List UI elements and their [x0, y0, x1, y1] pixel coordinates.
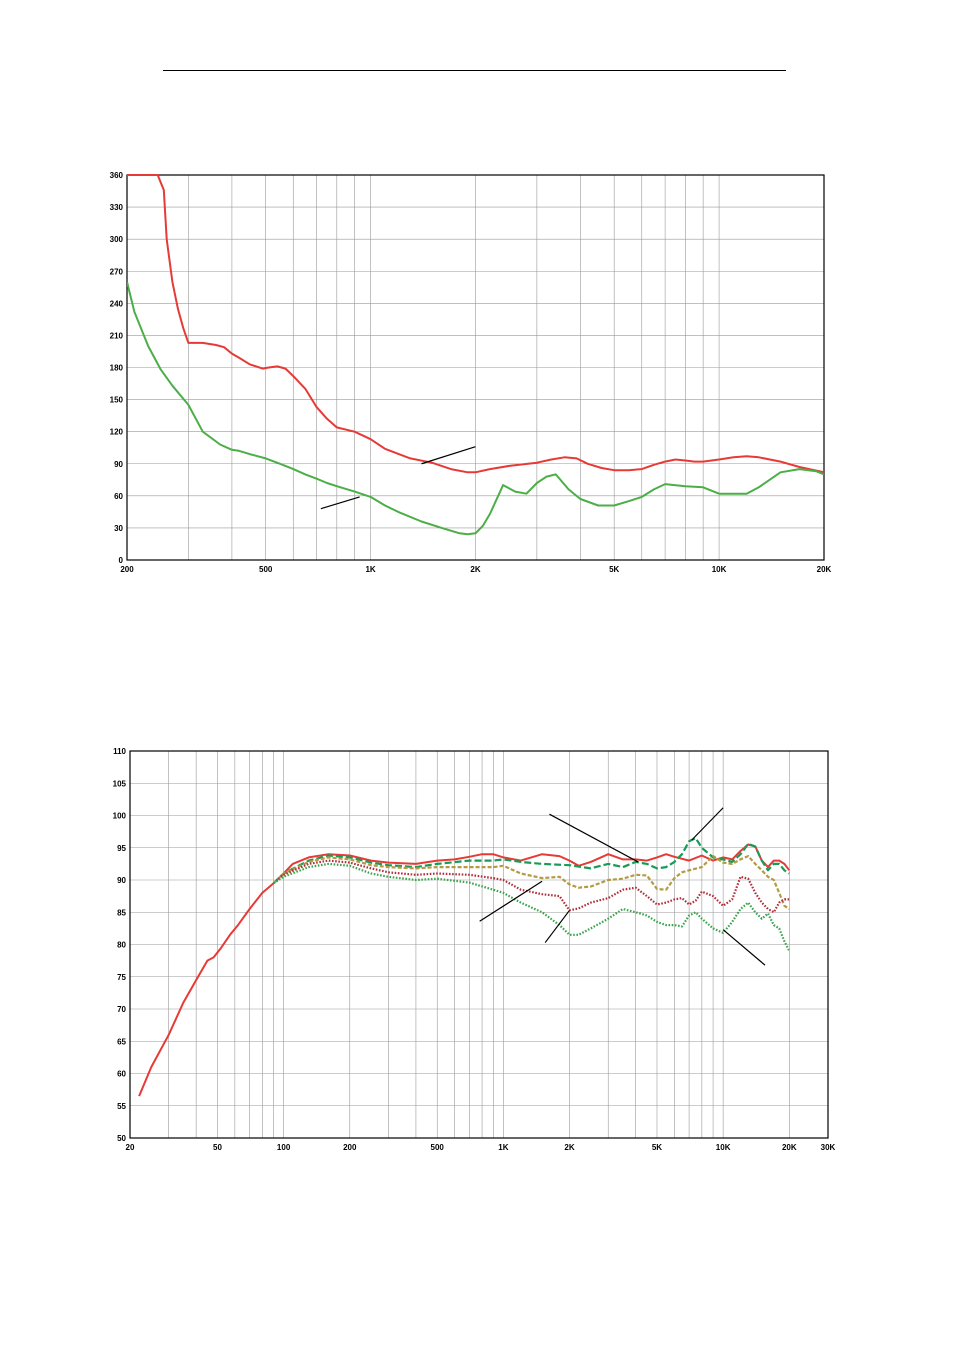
y-tick-label: 360	[110, 171, 124, 180]
series-line-olive	[272, 854, 790, 910]
grid-1	[129, 750, 829, 1139]
x-tick-label: 50	[213, 1143, 222, 1152]
x-tick-label: 20K	[817, 565, 832, 574]
y-tick-label: 240	[110, 299, 124, 308]
x-tick-label: 2K	[470, 565, 480, 574]
y-tick-label: 120	[110, 428, 124, 437]
y-tick-label: 60	[114, 492, 123, 501]
x-tick-label: 1K	[498, 1143, 508, 1152]
x-tick-label: 500	[259, 565, 273, 574]
x-tick-label: 20K	[782, 1143, 797, 1152]
y-tick-label: 60	[117, 1070, 126, 1079]
callout-line	[549, 813, 639, 863]
y-tick-label: 85	[117, 908, 126, 917]
x-tick-label: 1K	[365, 565, 375, 574]
series-line-dark_red	[272, 859, 790, 914]
y-tick-label: 110	[113, 747, 126, 756]
y-tick-label: 330	[110, 203, 124, 212]
callout-line	[479, 880, 543, 922]
y-tick-label: 150	[110, 396, 124, 405]
grid-0	[126, 174, 825, 561]
y-tick-label: 95	[117, 844, 126, 853]
x-tick-label: 500	[431, 1143, 445, 1152]
y-tick-label: 105	[113, 779, 127, 788]
y-tick-label: 80	[117, 941, 126, 950]
upper-log-frequency-chart: 0 30 60 90 120 150 180 210 240 270 300 330 360 200 500…	[110, 171, 832, 574]
x-tick-label: 20	[126, 1143, 135, 1152]
y-tick-label: 70	[117, 1005, 126, 1014]
y-tick-label: 90	[117, 876, 126, 885]
series-line-green	[127, 281, 824, 536]
y-tick-label: 50	[117, 1134, 126, 1143]
callout-line	[722, 929, 766, 966]
y-tick-label: 0	[119, 556, 124, 565]
callout-line	[691, 807, 724, 841]
x-tick-label: 10K	[712, 565, 727, 574]
y-tick-label: 180	[110, 364, 124, 373]
series-line-dark_green	[272, 836, 790, 884]
series-line-red	[127, 174, 824, 474]
x-tick-label: 30K	[821, 1143, 836, 1152]
callout-line	[421, 446, 476, 465]
y-tick-label: 75	[117, 973, 126, 982]
x-tick-label: 200	[343, 1143, 357, 1152]
x-tick-label: 100	[277, 1143, 291, 1152]
header-rule	[163, 70, 786, 71]
series-group	[127, 174, 824, 536]
x-tick-label: 10K	[716, 1143, 731, 1152]
x-tick-label: 200	[120, 565, 134, 574]
y-tick-label: 300	[110, 235, 124, 244]
callout-line	[320, 496, 360, 510]
series-line-light_green	[273, 862, 791, 952]
x-tick-label: 5K	[609, 565, 619, 574]
y-tick-label: 65	[117, 1037, 126, 1046]
x-tick-label: 2K	[564, 1143, 574, 1152]
x-tick-label: 5K	[652, 1143, 662, 1152]
y-tick-label: 90	[114, 460, 123, 469]
y-tick-label: 100	[113, 812, 127, 821]
series-line-red	[138, 843, 791, 1097]
y-tick-label: 30	[114, 524, 123, 533]
y-tick-label: 55	[117, 1102, 126, 1111]
callout-line	[544, 909, 571, 943]
y-tick-label: 210	[110, 331, 124, 340]
plot-frame	[126, 174, 825, 561]
y-tick-label: 270	[110, 267, 124, 276]
series-group	[138, 836, 791, 1097]
plot-frame	[129, 750, 829, 1139]
